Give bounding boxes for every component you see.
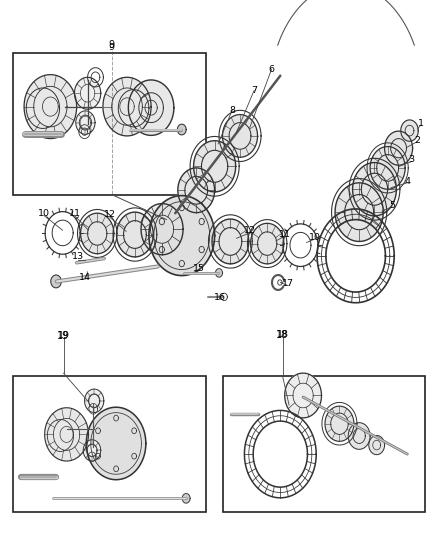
- Polygon shape: [86, 407, 146, 480]
- Polygon shape: [117, 212, 153, 257]
- Polygon shape: [45, 408, 88, 461]
- Text: 19: 19: [57, 332, 70, 340]
- Polygon shape: [182, 494, 190, 503]
- Text: 6: 6: [268, 65, 275, 74]
- Text: 9: 9: [109, 44, 115, 52]
- Polygon shape: [83, 440, 101, 461]
- Text: 12: 12: [103, 211, 116, 219]
- Text: 7: 7: [251, 86, 257, 95]
- Polygon shape: [85, 389, 104, 413]
- Bar: [13, 376, 206, 512]
- Polygon shape: [76, 111, 95, 134]
- Polygon shape: [335, 183, 383, 241]
- Text: 3: 3: [409, 156, 415, 164]
- Polygon shape: [81, 213, 114, 254]
- Text: 19: 19: [57, 331, 70, 341]
- Polygon shape: [194, 141, 236, 192]
- Polygon shape: [401, 120, 418, 141]
- Polygon shape: [353, 163, 396, 216]
- Polygon shape: [325, 406, 354, 441]
- Text: 2: 2: [414, 136, 420, 144]
- Text: 10: 10: [38, 209, 50, 217]
- Text: 13: 13: [72, 253, 84, 261]
- Bar: [223, 376, 425, 512]
- Text: 11: 11: [279, 230, 291, 239]
- Text: 4: 4: [404, 177, 410, 185]
- Text: 18: 18: [276, 330, 289, 339]
- Polygon shape: [74, 77, 101, 109]
- Text: 1: 1: [417, 119, 424, 128]
- Polygon shape: [348, 423, 370, 449]
- Text: 8: 8: [229, 106, 235, 115]
- Polygon shape: [369, 435, 385, 455]
- Polygon shape: [285, 373, 321, 418]
- Polygon shape: [149, 196, 215, 276]
- Polygon shape: [215, 269, 223, 277]
- Polygon shape: [212, 219, 249, 264]
- Text: 5: 5: [389, 201, 395, 209]
- Text: 10: 10: [309, 233, 321, 241]
- Polygon shape: [223, 115, 258, 157]
- Polygon shape: [178, 168, 215, 213]
- Text: 9: 9: [109, 41, 115, 50]
- Polygon shape: [24, 75, 77, 139]
- Text: 11: 11: [68, 209, 81, 217]
- Text: 18: 18: [276, 330, 289, 340]
- Bar: [13, 53, 206, 195]
- Polygon shape: [251, 223, 284, 264]
- Polygon shape: [141, 204, 183, 255]
- Text: 15: 15: [193, 264, 205, 272]
- Text: 16: 16: [214, 293, 226, 302]
- Polygon shape: [51, 275, 61, 288]
- Text: 12: 12: [244, 227, 256, 235]
- Polygon shape: [128, 80, 174, 135]
- Polygon shape: [370, 147, 405, 189]
- Polygon shape: [385, 131, 413, 165]
- Text: 14: 14: [79, 273, 92, 281]
- Polygon shape: [103, 77, 151, 136]
- Text: 17: 17: [282, 279, 294, 288]
- Polygon shape: [177, 124, 186, 135]
